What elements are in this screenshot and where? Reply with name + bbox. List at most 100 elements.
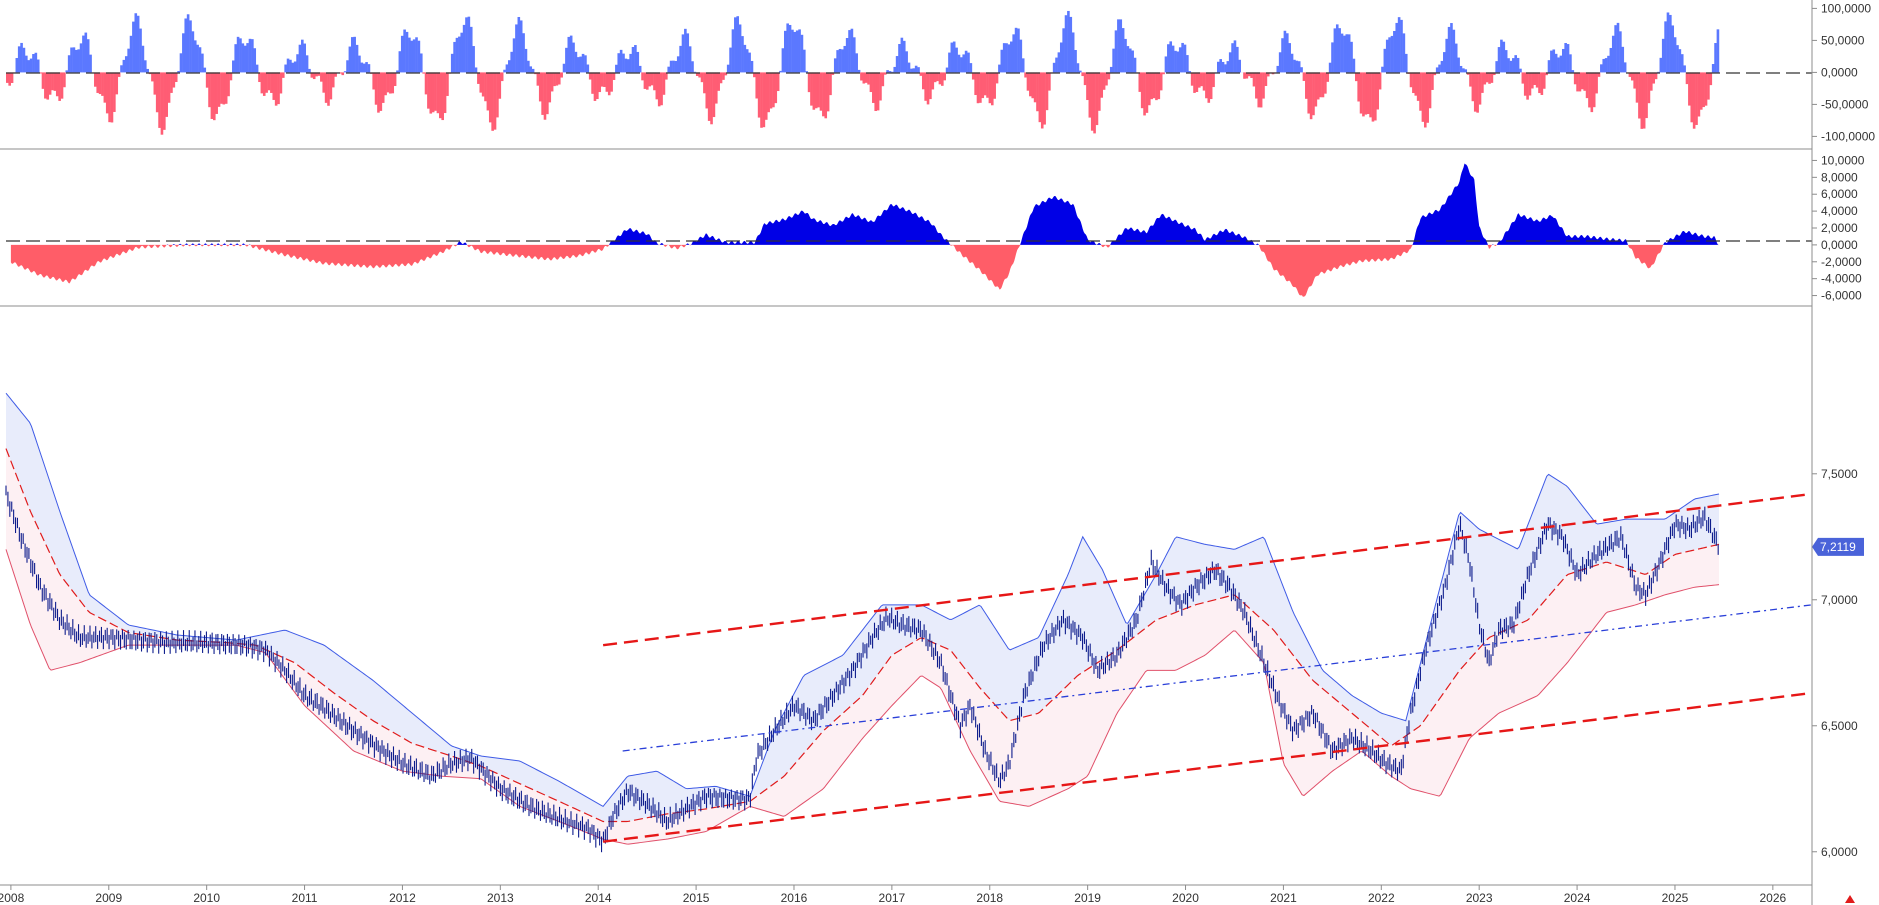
x-axis-tick-label: 2020 (1172, 891, 1199, 905)
oscillator-top-bar-negative (481, 72, 485, 97)
oscillator-top-bar-positive (1074, 50, 1077, 73)
oscillator-top-bar-positive (84, 32, 88, 73)
oscillator-top-bar-negative (1652, 72, 1655, 84)
oscillator-top-bar-positive (365, 62, 368, 73)
oscillator-top-bar-positive (1564, 43, 1567, 73)
oscillator-top-bar-negative (441, 72, 444, 121)
oscillator-top-bar-positive (969, 63, 973, 73)
oscillator-top-bar-positive (574, 51, 578, 73)
oscillator-top-bar-positive (510, 51, 513, 73)
channel-upper-trendline[interactable] (602, 492, 1813, 647)
oscillator-top-bar-positive (569, 35, 573, 73)
oscillator-top-bar-negative (94, 72, 97, 87)
oscillator-top-bar-negative (1704, 72, 1708, 106)
oscillator-top-bar-negative (1488, 72, 1491, 84)
oscillator-top-bar-negative (496, 72, 499, 118)
oscillator-top-bar-negative (607, 72, 611, 96)
oscillator-top-bar-positive (1079, 70, 1082, 73)
oscillator-top-bar-positive (362, 63, 366, 73)
oscillator-top-bar-positive (1114, 30, 1118, 73)
oscillator-top-bar-positive (636, 51, 640, 73)
oscillator-top-bar-negative (767, 72, 770, 113)
oscillator-top-bar-positive (1328, 62, 1332, 73)
oscillator-top-bar-positive (1507, 58, 1510, 73)
oscillator-top-bar-positive (1516, 57, 1520, 73)
oscillator-top-bar-negative (155, 72, 159, 113)
oscillator-top-bar-negative (707, 72, 711, 121)
oscillator-top-bar-positive (289, 59, 292, 73)
oscillator-top-bar-positive (1669, 14, 1672, 73)
oscillator-top-bar-negative (1590, 72, 1594, 113)
oscillator-top-bar-positive (615, 64, 618, 73)
oscillator-top-bar-negative (389, 72, 392, 94)
oscillator-top-bar-positive (291, 62, 295, 73)
oscillator-top-bar-negative (1595, 72, 1598, 94)
oscillator-top-bar-positive (584, 55, 587, 73)
oscillator-top-bar-positive (141, 45, 145, 73)
oscillator-top-bar-negative (1647, 72, 1651, 104)
oscillator-top-bar-positive (1502, 41, 1506, 73)
oscillator-top-bar-negative (491, 72, 494, 131)
oscillator-top-bar-negative (224, 72, 228, 104)
oscillator-top-bar-positive (1169, 41, 1173, 73)
oscillator-top-bar-positive (1112, 48, 1115, 73)
oscillator-top-bar-positive (1331, 42, 1334, 73)
oscillator-top-bar-positive (1005, 43, 1008, 73)
oscillator-top-bar-positive (303, 43, 306, 73)
oscillator-top-bar-positive (367, 64, 371, 73)
oscillator-top-bar-positive (15, 58, 19, 73)
x-axis-tick-label: 2010 (193, 891, 220, 905)
oscillator-top-bar-positive (681, 34, 685, 73)
oscillator-top-bar-negative (722, 72, 725, 80)
oscillator-top-bar-negative (1630, 72, 1634, 81)
oscillator-top-bar-negative (1159, 72, 1163, 91)
oscillator-top-bar-negative (479, 72, 483, 93)
oscillator-top-bar-positive (914, 65, 918, 73)
oscillator-top-bar-positive (1059, 42, 1063, 73)
oscillator-top-bar-negative (1148, 72, 1151, 106)
channel-midline[interactable] (622, 604, 1813, 752)
oscillator-top-bar-positive (239, 38, 242, 73)
oscillator-top-bar-positive (848, 30, 851, 73)
oscillator-top-bar-positive (1619, 31, 1622, 73)
scroll-marker-icon[interactable] (1845, 895, 1855, 903)
oscillator-top-bar-negative (384, 72, 387, 96)
oscillator-top-bar-negative (217, 72, 221, 107)
oscillator-top-bar-positive (251, 39, 254, 73)
oscillator-top-bar-positive (950, 42, 954, 73)
oscillator-top-bar-negative (826, 72, 830, 112)
x-axis-tick-label: 2021 (1270, 891, 1297, 905)
oscillator-top-bar-positive (1069, 16, 1073, 73)
oscillator-top-bar-negative (110, 72, 114, 123)
oscillator-top-bar-negative (1426, 72, 1429, 123)
oscillator-top-bar-positive (1064, 15, 1068, 73)
oscillator-top-bar-negative (208, 72, 211, 108)
oscillator-top-bar-positive (886, 70, 889, 73)
oscillator-top-bar-negative (1633, 72, 1636, 89)
oscillator-top-bar-negative (1193, 72, 1196, 93)
oscillator-top-bar-negative (1038, 72, 1042, 123)
oscillator-top-bar-positive (836, 50, 839, 73)
oscillator-top-bar-negative (1140, 72, 1144, 109)
oscillator-top-bar-negative (1319, 72, 1322, 98)
oscillator-top-bar-negative (422, 72, 425, 74)
oscillator-top-bar-negative (96, 72, 100, 93)
oscillator-top-bar-positive (29, 58, 33, 73)
oscillator-top-bar-positive (1440, 60, 1444, 73)
oscillator-top-bar-positive (232, 60, 235, 73)
oscillator-top-bar-negative (446, 72, 449, 96)
oscillator-top-bar-negative (703, 72, 706, 94)
oscillator-top-bar-positive (686, 33, 690, 73)
oscillator-top-bar-negative (1098, 72, 1101, 111)
oscillator-middle-negative-area (10, 244, 1720, 297)
oscillator-top-bar-negative (434, 72, 437, 111)
oscillator-top-bar-negative (1105, 72, 1108, 86)
oscillator-top-bar-negative (320, 72, 323, 82)
oscillator-top-bar-positive (1671, 25, 1675, 73)
oscillator-middle-y-axis-tick-label: -6,0000 (1821, 289, 1862, 303)
channel-lower-trendline[interactable] (602, 691, 1813, 843)
oscillator-top-bar-negative (831, 72, 835, 75)
oscillator-top-bar-negative (829, 72, 832, 96)
